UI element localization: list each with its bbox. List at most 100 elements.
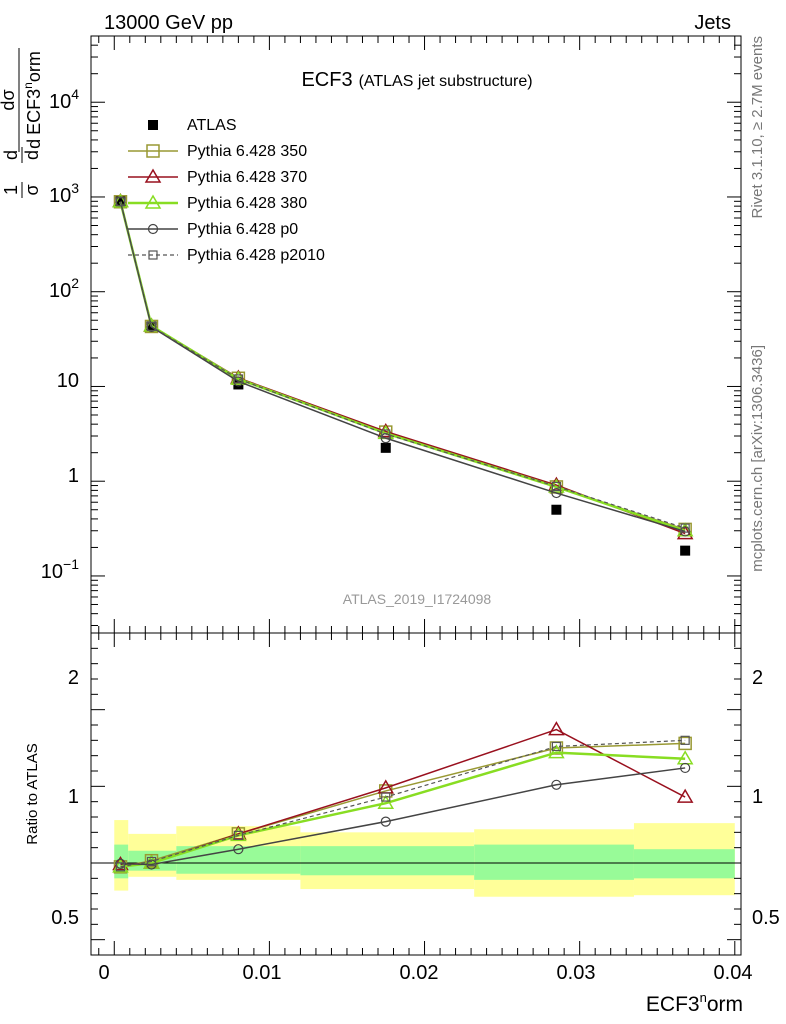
ratio-series-4-point-4 [551,741,561,752]
ylabel-den-tail: orm [24,51,44,82]
ratio-series-2-point-3 [377,794,395,809]
ratio-series-1-point-4 [548,721,565,736]
ratio-series-0-point-5 [678,736,692,751]
collision-label: 13000 GeV pp [104,12,233,34]
ylabel-frac1-num: 1 [1,185,21,195]
series-5-point-5 [680,523,690,533]
ytick-label-1: 1 [68,465,79,487]
ytick-label-100: 102 [49,275,79,302]
xtick-label-0.02: 0.02 [400,962,439,984]
mcplots-label: mcplots.cern.ch [arXiv:1306.3436] [749,345,766,572]
ylabel-den-main: ECF3 [24,89,44,135]
ratio-series-4-point-3 [381,792,391,802]
ytick-power-1e2: 2 [71,275,79,291]
series-0-point-5 [680,545,691,556]
ratio-series-line-4 [120,739,686,868]
xlabel: ECF3norm [646,990,743,1016]
chart-title: ECF3 (ATLAS jet substructure) [301,69,532,91]
legend-marker-0 [148,120,158,130]
ratio-ytick-1-right: 1 [752,786,763,808]
main-ylabel: 1 σ d d dσ d ECF3norm [0,48,44,198]
series-line-5 [119,201,686,529]
legend: ATLAS Pythia 6.428 350 Pythia 6.428 370 … [128,117,325,264]
ratio-ylabel: Ratio to ATLAS [24,743,41,844]
ratio-band-inner-5 [633,849,735,879]
ytick-label-10000: 104 [49,86,79,113]
main-plot-area [112,193,694,556]
ratio-panel: 2 1 0.5 2 1 0.5 Ratio to ATLAS 0 0.01 0.… [24,632,780,1016]
ratio-ytick-2-right: 2 [752,667,763,689]
ratio-ytick-1-left: 1 [68,786,79,808]
ylabel-frac2-den: d [22,150,42,160]
ratio-frame [90,632,742,956]
ratio-series-4-point-1 [146,856,157,867]
series-5-point-3 [381,429,391,439]
ytick-power-1e3: 3 [71,180,79,196]
ratio-series-4-point-0 [115,862,126,872]
ylabel-den-d: d [24,139,44,149]
ratio-band-inner-3 [300,846,475,876]
ytick-base-1e4: 10 [49,91,71,113]
ratio-series-4-point-5 [680,735,690,745]
ratio-band-inner-4 [474,844,634,880]
xtick-label-0.04: 0.04 [714,962,753,984]
ratio-series-3-point-5 [680,762,691,774]
legend-marker-3 [144,194,162,209]
category-label: Jets [694,12,731,34]
ratio-band-inner-2 [176,846,301,874]
ratio-series-line-3 [120,767,686,866]
analysis-label: ATLAS_2019_I1724098 [343,591,492,607]
xlabel-main: ECF3 [646,993,700,1016]
series-0-point-3 [380,442,391,453]
ytick-base-1e-1: 10 [41,561,63,583]
ratio-series-3-point-2 [233,844,244,855]
ytick-label-1000: 103 [49,180,79,207]
ylabel-frac2-num: d [1,150,21,160]
ytick-base-1e3: 10 [49,185,71,207]
series-0-point-4 [551,504,562,515]
main-ticks [91,35,741,633]
ytick-label-0.1: 10−1 [41,556,79,583]
series-5-point-2 [233,374,243,384]
ylabel-den-sup: n [21,82,35,89]
legend-label-350: Pythia 6.428 350 [187,143,307,160]
xtick-label-0.01: 0.01 [243,962,282,984]
ratio-ytick-0.5-right: 0.5 [752,907,780,929]
ratio-series-line-0 [120,742,686,868]
ytick-label-10: 10 [57,370,79,392]
main-panel: 104 103 102 10 1 10−1 1 σ d d dσ dECF3no… [0,35,742,634]
ratio-ticks [91,633,741,956]
ytick-base-1e2: 10 [49,280,71,302]
ratio-ytick-0.5-left: 0.5 [51,907,79,929]
ratio-series-2-point-4 [548,744,565,759]
legend-label-380: Pythia 6.428 380 [187,195,307,212]
xlabel-sup: n [700,990,707,1005]
series-0-point-0 [115,196,126,207]
chart-subtitle: (ATLAS jet substructure) [359,73,533,90]
ytick-power-1e-1: −1 [63,556,79,572]
ytick-power-1e4: 4 [71,86,79,102]
series-5-point-1 [146,321,157,332]
ylabel-inner-den: d ECF3norm [21,51,44,149]
ratio-plot-area [91,721,741,897]
legend-label-370: Pythia 6.428 370 [187,169,307,186]
legend-marker-1 [146,144,160,158]
legend-marker-2 [144,168,162,183]
ratio-series-3-point-3 [380,816,391,827]
series-4-point-4 [551,487,562,499]
legend-marker-5 [148,250,158,260]
ylabel-inner-num: dσ [0,89,18,110]
legend-label-p0: Pythia 6.428 p0 [187,221,298,238]
ratio-series-1-point-5 [676,788,694,803]
ratio-ytick-2-left: 2 [68,667,79,689]
xtick-label-0.03: 0.03 [557,962,596,984]
chart-title-main: ECF3 [301,69,352,91]
legend-label-atlas: ATLAS [187,117,237,134]
rivet-label: Rivet 3.1.10, ≥ 2.7M events [749,36,766,219]
ratio-series-3-point-4 [551,779,562,790]
ratio-series-4-point-2 [233,830,243,841]
legend-label-p2010: Pythia 6.428 p2010 [187,247,325,264]
ylabel-frac1-den: σ [22,184,42,195]
series-5-point-0 [115,197,126,207]
